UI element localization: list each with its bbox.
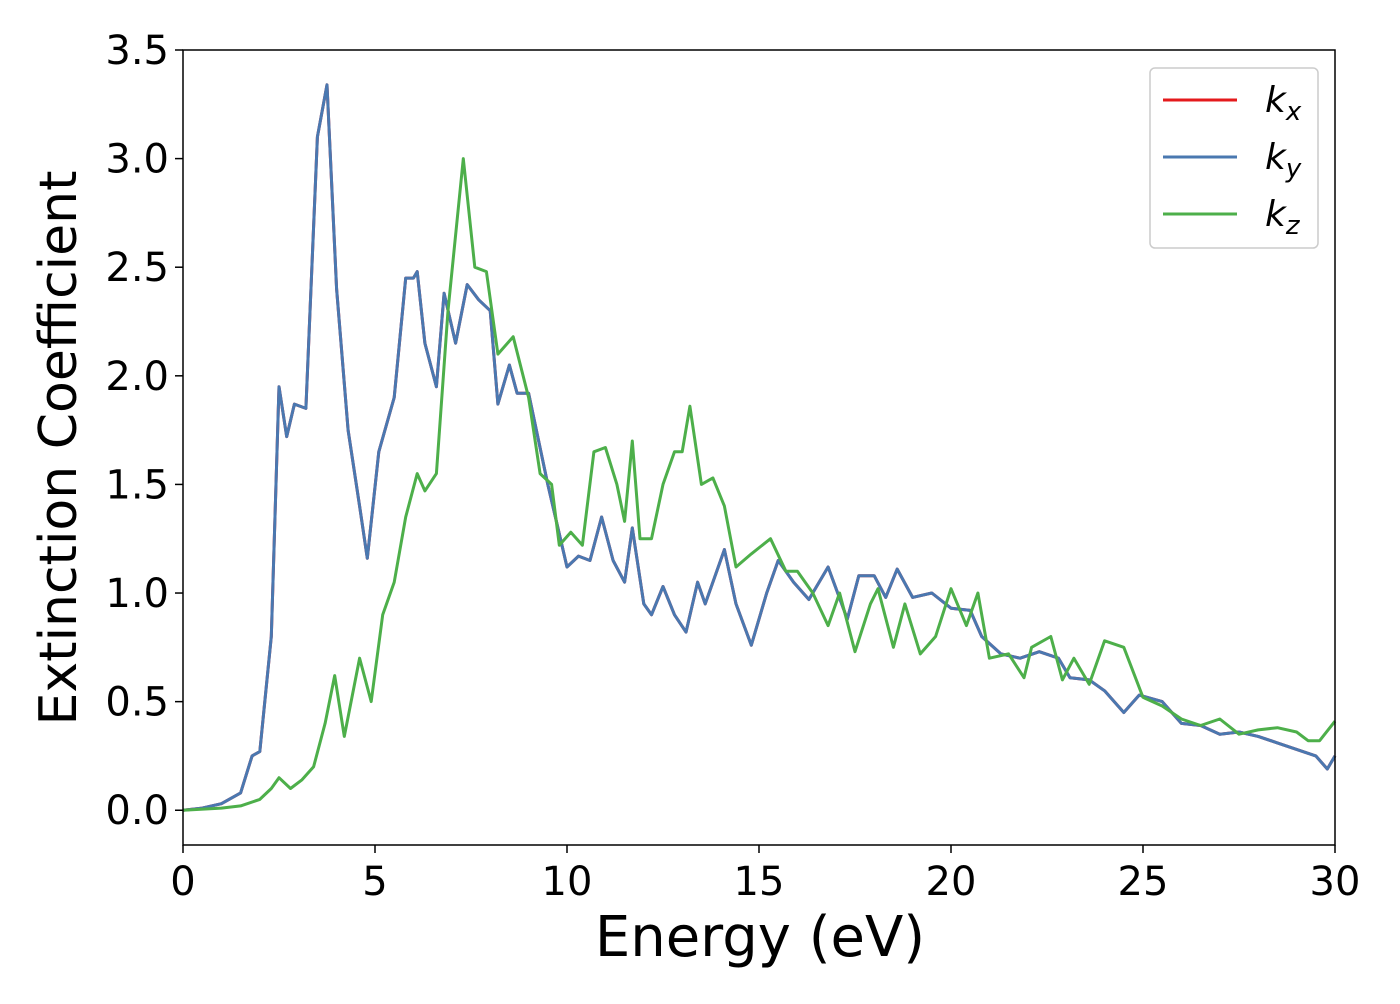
y-tick-label: 0.0 xyxy=(105,788,169,834)
legend-label: kz xyxy=(1265,194,1301,241)
x-axis-label: Energy (eV) xyxy=(595,905,925,970)
x-tick-label: 25 xyxy=(1118,859,1169,905)
series-line xyxy=(182,157,1337,812)
y-tick-label: 2.0 xyxy=(105,354,169,400)
y-tick-label: 1.0 xyxy=(105,571,169,617)
y-tick-label: 0.5 xyxy=(105,680,169,726)
x-tick-label: 15 xyxy=(734,859,785,905)
legend-label: ky xyxy=(1265,137,1302,184)
legend-label: kx xyxy=(1265,80,1302,127)
x-tick-label: 30 xyxy=(1310,859,1361,905)
y-tick-label: 1.5 xyxy=(105,462,169,508)
x-tick-label: 0 xyxy=(170,859,195,905)
x-tick-label: 5 xyxy=(362,859,387,905)
y-axis-label: Extinction Coefficient xyxy=(29,171,89,726)
y-tick-label: 3.5 xyxy=(105,28,169,74)
y-tick-label: 2.5 xyxy=(105,245,169,291)
x-tick-label: 10 xyxy=(542,859,593,905)
x-tick-label: 20 xyxy=(926,859,977,905)
y-tick-label: 3.0 xyxy=(105,137,169,183)
